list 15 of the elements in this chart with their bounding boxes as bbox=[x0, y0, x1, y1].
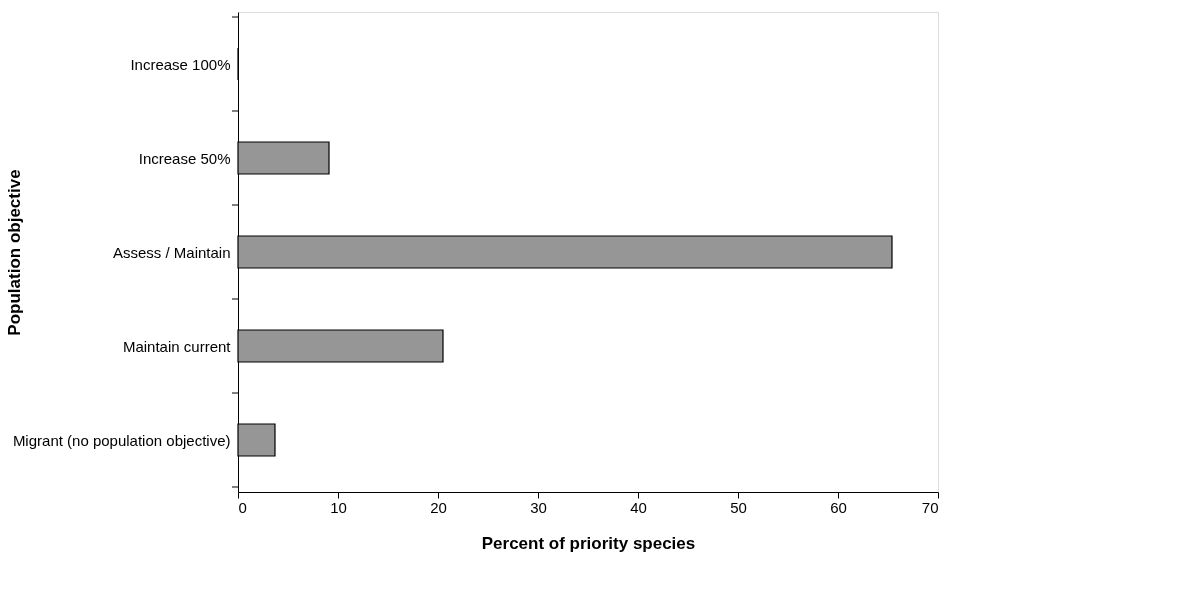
y-tick-label: Migrant (no population objective) bbox=[12, 431, 231, 449]
x-tick-label: 40 bbox=[630, 498, 647, 516]
y-axis-title: Population objective bbox=[4, 169, 24, 336]
y-tick-label: Maintain current bbox=[122, 337, 232, 355]
y-tick-label: Increase 100% bbox=[130, 55, 231, 73]
x-tick-label: 60 bbox=[830, 498, 847, 516]
y-tick-label: Increase 50% bbox=[138, 149, 231, 167]
x-tick-label: 0 bbox=[238, 498, 247, 516]
x-tick-label: 50 bbox=[730, 498, 747, 516]
y-tick-label: Assess / Maintain bbox=[112, 243, 231, 261]
x-tick-label: 10 bbox=[330, 498, 347, 516]
x-tick-label: 20 bbox=[430, 498, 447, 516]
x-tick-label: 70 bbox=[921, 498, 939, 516]
x-tick-label: 30 bbox=[530, 498, 547, 516]
x-axis-title: Percent of priority species bbox=[481, 533, 696, 553]
